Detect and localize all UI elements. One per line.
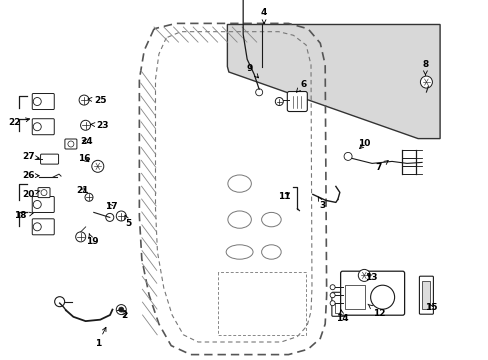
Text: 22: 22 [8,118,30,127]
Text: 11: 11 [278,192,290,201]
FancyBboxPatch shape [331,292,345,316]
Text: 10: 10 [357,139,370,149]
FancyBboxPatch shape [38,188,50,198]
Text: 25: 25 [88,95,106,104]
Circle shape [119,307,123,312]
Text: 20: 20 [22,190,40,199]
Text: 26: 26 [22,171,39,180]
Text: 27: 27 [22,152,39,161]
Text: 24: 24 [81,136,93,145]
FancyBboxPatch shape [32,197,54,212]
FancyBboxPatch shape [32,94,54,109]
Text: 13: 13 [365,273,377,282]
Text: 12: 12 [367,304,385,318]
Text: 6: 6 [296,80,305,92]
Circle shape [92,160,103,172]
Text: 19: 19 [85,234,98,246]
Circle shape [116,305,126,315]
FancyBboxPatch shape [65,139,77,149]
Circle shape [81,120,90,130]
Circle shape [79,95,89,105]
Text: 15: 15 [424,303,437,312]
Text: 23: 23 [90,121,109,130]
Text: 21: 21 [76,186,88,195]
Circle shape [55,297,64,307]
Polygon shape [227,24,439,139]
Circle shape [33,98,41,105]
FancyBboxPatch shape [419,276,432,314]
Text: 4: 4 [260,8,267,23]
Circle shape [329,285,334,290]
Text: 8: 8 [422,60,427,75]
Circle shape [329,293,334,298]
Circle shape [33,201,41,208]
Circle shape [76,232,85,242]
Text: 2: 2 [122,310,127,320]
Circle shape [105,213,114,221]
Text: 16: 16 [78,154,90,163]
FancyBboxPatch shape [32,119,54,135]
Circle shape [275,98,283,105]
Circle shape [344,152,351,161]
Circle shape [255,89,262,96]
Text: 14: 14 [335,310,348,323]
Circle shape [420,76,431,88]
FancyBboxPatch shape [41,154,59,164]
Circle shape [85,193,93,201]
FancyBboxPatch shape [32,219,54,235]
Circle shape [370,285,394,309]
Text: 5: 5 [124,215,131,228]
Text: 17: 17 [105,202,118,211]
Text: 7: 7 [375,161,387,172]
FancyBboxPatch shape [422,281,429,309]
Circle shape [358,269,369,282]
Text: 18: 18 [14,211,33,220]
Circle shape [33,123,41,131]
Circle shape [116,211,126,221]
Circle shape [329,301,334,306]
Circle shape [33,223,41,231]
Text: 3: 3 [318,197,325,210]
Text: 1: 1 [95,327,106,348]
FancyBboxPatch shape [287,91,306,112]
FancyBboxPatch shape [340,271,404,315]
Text: 9: 9 [245,64,258,78]
